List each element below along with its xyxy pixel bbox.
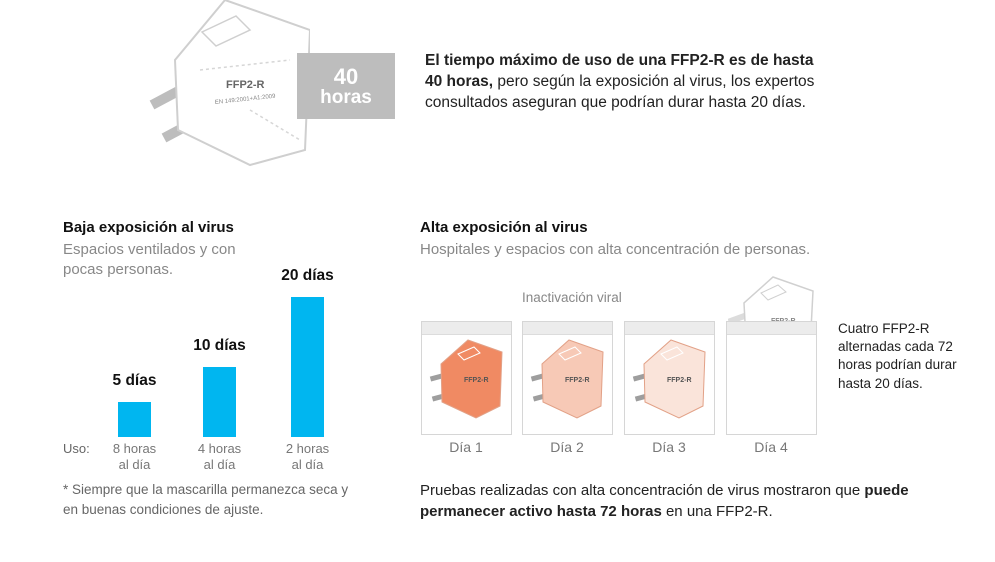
mask-label: FFP2-R [226,79,265,91]
low-exposure-subtitle: Espacios ventilados y con pocas personas… [63,241,236,279]
mask-body [440,339,503,419]
bar-days-label: 10 días [193,337,246,354]
day-label: Día 3 [652,439,686,455]
mask-icon: FFP2-R [429,339,503,419]
mask-illustration: FFP2-R EN 149:2001+A1:2009 [140,0,312,175]
intro-rest: pero según la exposición al virus, los e… [425,73,815,112]
usage-line-2: al día [118,457,151,473]
bottom-note-pre: Pruebas realizadas con alta concentració… [420,482,865,499]
mask-body [643,339,706,419]
badge-unit: horas [320,86,372,108]
side-note: Cuatro FFP2-R alternadas cada 72 horas p… [838,321,957,391]
card-top-band [422,322,511,335]
day-label: Día 4 [754,439,788,455]
bar-days-label: 20 días [281,267,334,284]
intro-bold: El tiempo máximo de uso de una FFP2-R es… [425,52,814,91]
day-card [726,321,817,435]
mask-icon: FFP2-R [632,339,706,419]
use-label: Uso: [63,441,90,456]
bar-days-label: 5 días [112,372,157,389]
usage-line-1: 2 horas [285,441,330,456]
day-label: Día 2 [550,439,584,455]
day-card: FFP2-R [624,321,715,435]
card-mask-label: FFP2-R [667,377,692,384]
card-mask-label: FFP2-R [565,377,590,384]
usage-line-2: al día [291,457,324,473]
high-exposure-title: Alta exposición al virus [420,219,588,236]
day-label: Día 1 [449,439,483,455]
inactivation-label: Inactivación viral [522,290,622,305]
usage-line-1: 8 horas [112,441,157,456]
usage-line-1: 4 horas [197,441,242,456]
bar-usage-label: 4 horas al día [180,441,260,474]
bar-usage-label: 2 horas al día [268,441,348,474]
high-exposure-subtitle: Hospitales y espacios con alta concentra… [420,241,811,258]
mask-body [541,339,604,419]
bar [118,402,151,437]
hours-badge: 40 horas [297,53,395,119]
card-mask-label: FFP2-R [464,377,489,384]
bottom-note-post: en una FFP2-R. [661,503,773,521]
card-top-band [523,322,612,335]
card-top-band [727,322,816,335]
mask-icon: FFP2-R [530,339,604,419]
bar [291,297,324,437]
bottom-note: Pruebas realizadas con alta concentració… [420,480,940,523]
day-card: FFP2-R [421,321,512,435]
bar [203,367,236,437]
badge-number: 40 [333,63,359,89]
usage-line-2: al día [203,457,236,473]
low-exposure-title: Baja exposición al virus [63,219,234,236]
day-card: FFP2-R [522,321,613,435]
intro-text: El tiempo máximo de uso de una FFP2-R es… [425,50,825,114]
footnote: * Siempre que la mascarilla permanezca s… [63,482,349,518]
card-top-band [625,322,714,335]
bar-usage-label: 8 horas al día [95,441,175,474]
bottom-note-bold: puede permanecer activo hasta 72 horas [420,482,909,521]
